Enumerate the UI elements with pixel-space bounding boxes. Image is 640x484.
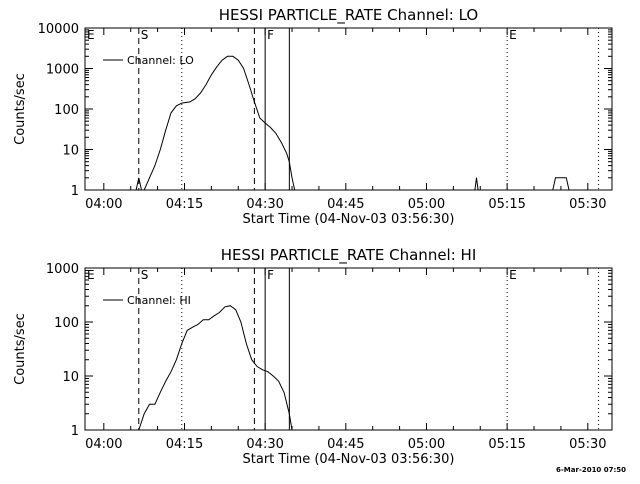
chart-title: HESSI PARTICLE_RATE Channel: HI <box>221 246 477 265</box>
x-tick-label: 04:15 <box>166 437 203 452</box>
series-line <box>474 177 479 191</box>
x-axis-label: Start Time (04-Nov-03 03:56:30) <box>243 212 455 227</box>
y-tick-label: 1000 <box>46 63 79 78</box>
timestamp-footer: 6-Mar-2010 07:50 <box>556 466 627 474</box>
x-tick-label: 04:45 <box>327 197 364 212</box>
marker-label: E <box>87 268 95 282</box>
x-tick-label: 04:00 <box>85 197 122 212</box>
y-tick-label: 1000 <box>46 262 79 277</box>
chart-title: HESSI PARTICLE_RATE Channel: LO <box>219 6 478 25</box>
x-tick-label: 05:30 <box>569 197 606 212</box>
y-tick-label: 10000 <box>38 22 79 37</box>
x-tick-label: 05:00 <box>408 437 445 452</box>
x-tick-label: 04:00 <box>85 437 122 452</box>
series-line <box>552 177 570 191</box>
y-tick-label: 10 <box>62 144 79 159</box>
legend-label: Channel: HI <box>127 294 191 307</box>
marker-label: E <box>509 268 517 282</box>
panel-hi: HESSI PARTICLE_RATE Channel: HI 04:00 04:1… <box>13 246 613 467</box>
marker-label: E <box>87 28 95 42</box>
x-tick-label: 04:30 <box>246 197 283 212</box>
panel-lo: HESSI PARTICLE_RATE Channel: LO 04:00 04:1… <box>13 6 613 227</box>
x-tick-label: 05:15 <box>488 197 525 212</box>
marker-label: S <box>141 28 149 42</box>
plot-frame <box>84 27 613 191</box>
legend-label: Channel: LO <box>127 54 194 67</box>
y-axis-label: Counts/sec <box>13 313 28 385</box>
y-tick-label: 100 <box>54 316 79 331</box>
y-axis-label: Counts/sec <box>13 73 28 145</box>
series-line <box>143 55 296 191</box>
y-tick-label: 1 <box>71 184 79 199</box>
y-tick-label: 100 <box>54 103 79 118</box>
y-tick-label: 10 <box>62 370 79 385</box>
marker-label: F <box>267 268 274 282</box>
series-line <box>135 177 142 191</box>
marker-label: E <box>509 28 517 42</box>
plot-frame <box>84 267 613 431</box>
x-tick-label: 04:45 <box>327 437 364 452</box>
marker-label: F <box>267 28 274 42</box>
x-tick-label: 05:00 <box>408 197 445 212</box>
series-line <box>138 305 293 431</box>
x-tick-label: 04:30 <box>246 437 283 452</box>
x-tick-label: 05:15 <box>488 437 525 452</box>
y-tick-label: 1 <box>71 424 79 439</box>
x-tick-label: 05:30 <box>569 437 606 452</box>
marker-label: S <box>141 268 149 282</box>
x-axis-label: Start Time (04-Nov-03 03:56:30) <box>243 452 455 467</box>
x-tick-label: 04:15 <box>166 197 203 212</box>
